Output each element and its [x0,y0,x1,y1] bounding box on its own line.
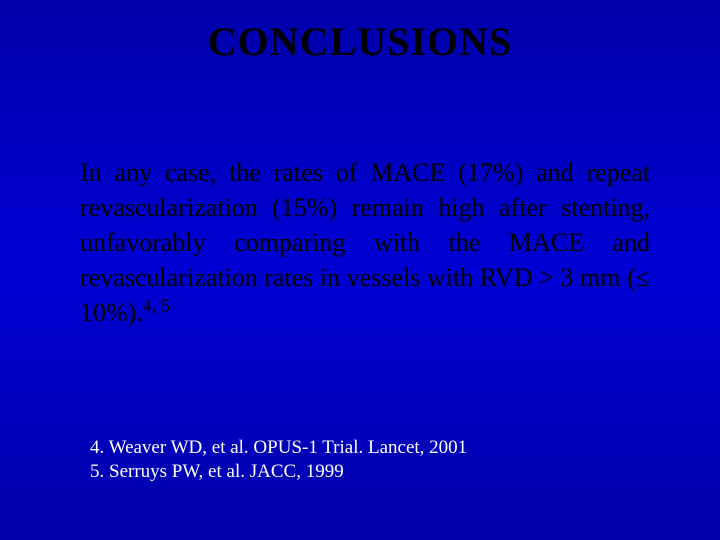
body-paragraph: In any case, the rates of MACE (17%) and… [80,155,650,330]
slide-title: CONCLUSIONS [0,0,720,65]
reference-line: 4. Weaver WD, et al. OPUS-1 Trial. Lance… [90,436,467,461]
paragraph-superscript: 4, 5 [143,296,170,316]
references-block: 4. Weaver WD, et al. OPUS-1 Trial. Lance… [90,436,467,485]
reference-line: 5. Serruys PW, et al. JACC, 1999 [90,460,467,485]
